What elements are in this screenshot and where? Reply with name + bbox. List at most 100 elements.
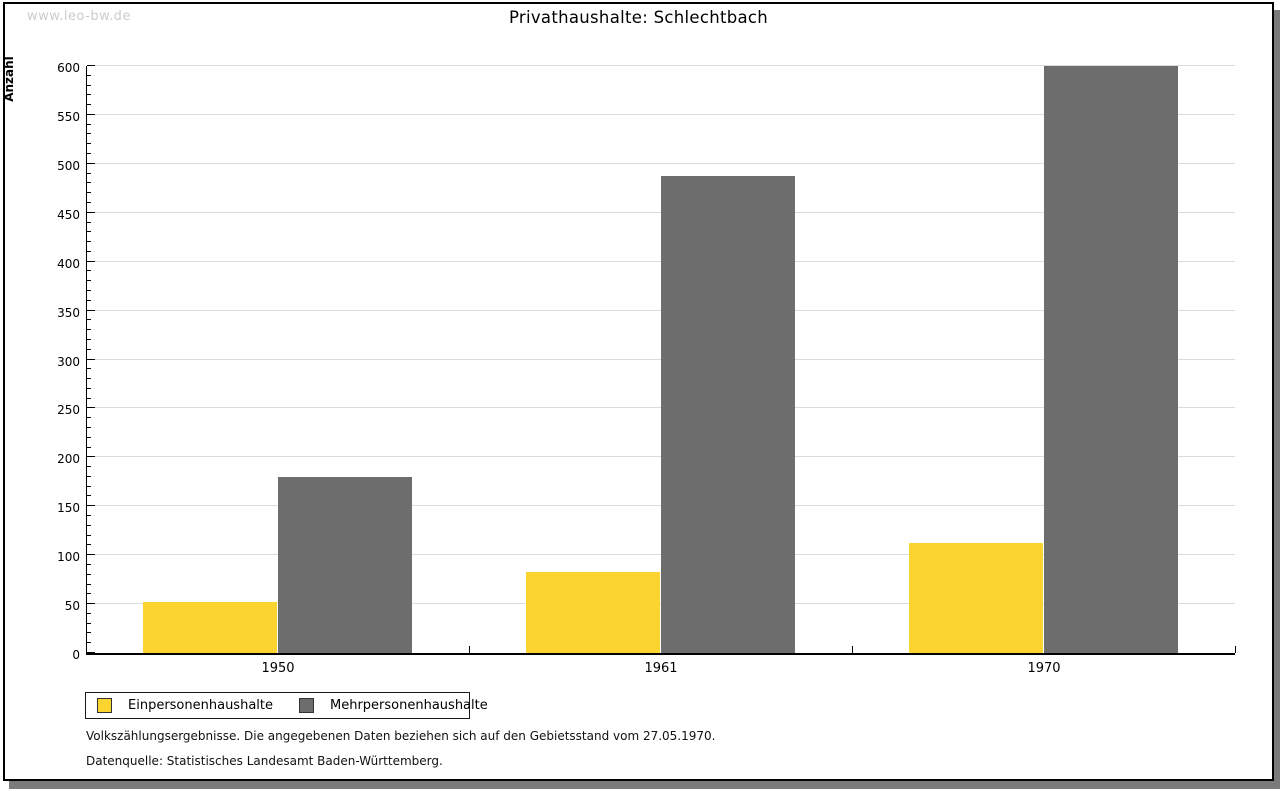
- y-minor-tick-490: [87, 172, 91, 174]
- y-major-tick-450: [87, 211, 95, 213]
- chart-frame: www.leo-bw.de Privathaushalte: Schlechtb…: [1, 2, 1274, 781]
- y-minor-tick-220: [87, 436, 91, 438]
- gridline-y-500: [87, 162, 1235, 164]
- bar-mehrpersonenhaushalte-1961: [661, 176, 795, 653]
- y-major-tick-150: [87, 505, 95, 507]
- watermark-leo-bw: www.leo-bw.de: [27, 9, 131, 24]
- y-major-tick-300: [87, 358, 95, 360]
- y-minor-tick-420: [87, 241, 91, 243]
- y-minor-tick-110: [87, 544, 91, 546]
- y-minor-tick-30: [87, 622, 91, 624]
- y-minor-tick-510: [87, 153, 91, 155]
- y-minor-tick-430: [87, 231, 91, 233]
- y-tick-label-200: 200: [57, 452, 80, 467]
- y-minor-tick-580: [87, 84, 91, 86]
- x-axis-line: [86, 653, 1235, 655]
- y-minor-tick-530: [87, 133, 91, 135]
- y-minor-tick-10: [87, 642, 91, 644]
- x-boundary-tick-1: [469, 646, 470, 653]
- y-major-tick-0: [87, 652, 95, 653]
- bar-einpersonenhaushalte-1950: [143, 602, 277, 653]
- y-minor-tick-390: [87, 270, 91, 272]
- legend: Einpersonenhaushalte Mehrpersonenhaushal…: [85, 692, 488, 719]
- y-minor-tick-240: [87, 417, 91, 419]
- y-tick-label-600: 600: [57, 61, 80, 75]
- y-major-tick-550: [87, 113, 95, 115]
- y-major-tick-50: [87, 603, 95, 605]
- x-category-label-1961: 1961: [644, 661, 678, 676]
- y-major-tick-350: [87, 309, 95, 311]
- y-minor-tick-40: [87, 612, 91, 614]
- y-tick-label-400: 400: [57, 256, 80, 271]
- y-minor-tick-320: [87, 338, 91, 340]
- y-tick-label-350: 350: [57, 305, 80, 320]
- y-minor-tick-90: [87, 563, 91, 565]
- y-axis-title: Anzahl: [1, 56, 16, 102]
- x-category-label-1970: 1970: [1027, 661, 1061, 676]
- y-minor-tick-260: [87, 397, 91, 399]
- y-minor-tick-370: [87, 290, 91, 292]
- y-tick-label-450: 450: [57, 207, 80, 222]
- y-tick-label-550: 550: [57, 109, 80, 124]
- y-minor-tick-130: [87, 524, 91, 526]
- footnote-datenquelle: Datenquelle: Statistisches Landesamt Bad…: [86, 754, 443, 768]
- bar-mehrpersonenhaushalte-1950: [278, 477, 412, 653]
- y-axis-line: [86, 66, 87, 655]
- y-minor-tick-140: [87, 515, 91, 517]
- y-minor-tick-310: [87, 348, 91, 350]
- y-tick-label-50: 50: [64, 599, 80, 614]
- x-boundary-tick-3: [1235, 646, 1236, 653]
- y-minor-tick-460: [87, 201, 91, 203]
- x-boundary-tick-0: [86, 646, 87, 653]
- y-minor-tick-20: [87, 632, 91, 634]
- y-minor-tick-280: [87, 378, 91, 380]
- y-major-tick-600: [87, 65, 95, 66]
- y-minor-tick-60: [87, 593, 91, 595]
- y-major-tick-500: [87, 162, 95, 164]
- bar-mehrpersonenhaushalte-1970: [1044, 66, 1178, 653]
- x-category-label-1950: 1950: [261, 661, 295, 676]
- y-minor-tick-380: [87, 280, 91, 282]
- y-minor-tick-120: [87, 534, 91, 536]
- legend-label-mehrpersonenhaushalte: Mehrpersonenhaushalte: [330, 698, 488, 713]
- gridline-y-600: [87, 65, 1235, 66]
- x-boundary-tick-2: [852, 646, 853, 653]
- y-minor-tick-170: [87, 485, 91, 487]
- y-minor-tick-190: [87, 466, 91, 468]
- y-tick-label-100: 100: [57, 550, 80, 565]
- y-minor-tick-180: [87, 475, 91, 477]
- y-tick-label-500: 500: [57, 158, 80, 173]
- gridline-y-550: [87, 113, 1235, 115]
- bar-einpersonenhaushalte-1961: [526, 572, 660, 653]
- y-major-tick-200: [87, 456, 95, 458]
- y-minor-tick-470: [87, 192, 91, 194]
- y-major-tick-100: [87, 554, 95, 556]
- y-minor-tick-480: [87, 182, 91, 184]
- y-minor-tick-360: [87, 299, 91, 301]
- y-minor-tick-270: [87, 387, 91, 389]
- y-tick-label-150: 150: [57, 501, 80, 516]
- chart-title: Privathaushalte: Schlechtbach: [508, 8, 769, 27]
- y-minor-tick-290: [87, 368, 91, 370]
- y-minor-tick-80: [87, 573, 91, 575]
- y-minor-tick-230: [87, 426, 91, 428]
- y-minor-tick-160: [87, 495, 91, 497]
- y-minor-tick-340: [87, 319, 91, 321]
- y-minor-tick-210: [87, 446, 91, 448]
- plot-area: 0 50 100 150 200 250 300 350 400 450 500 550 600 1950…: [57, 61, 1236, 676]
- y-major-tick-400: [87, 260, 95, 262]
- bar-einpersonenhaushalte-1970: [909, 543, 1043, 653]
- footnote-gebietsstand: Volkszählungsergebnisse. Die angegebenen…: [86, 729, 716, 743]
- y-minor-tick-70: [87, 583, 91, 585]
- y-minor-tick-440: [87, 221, 91, 223]
- y-tick-label-0: 0: [72, 648, 80, 662]
- y-minor-tick-560: [87, 104, 91, 106]
- legend-swatch-einpersonenhaushalte: [97, 698, 112, 713]
- y-minor-tick-410: [87, 250, 91, 252]
- y-tick-label-300: 300: [57, 354, 80, 369]
- legend-label-einpersonenhaushalte: Einpersonenhaushalte: [128, 698, 273, 713]
- y-minor-tick-330: [87, 329, 91, 331]
- y-minor-tick-570: [87, 94, 91, 96]
- y-minor-tick-520: [87, 143, 91, 145]
